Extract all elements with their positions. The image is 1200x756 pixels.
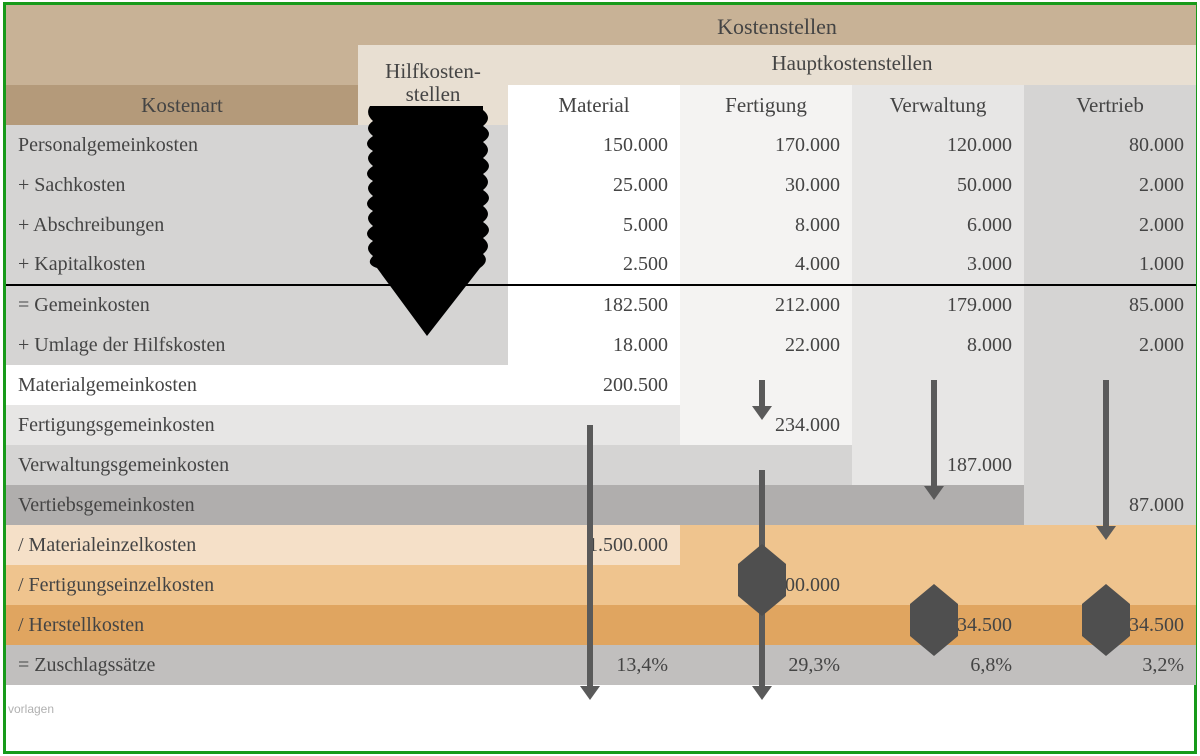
diamond-icon: [734, 544, 790, 616]
arrow-down-icon: [580, 425, 600, 700]
cell: 80.000: [1024, 125, 1196, 165]
col-fertigung: Fertigung: [680, 85, 852, 125]
hilf-cell: [358, 525, 508, 565]
row-label: + Kapitalkosten: [6, 245, 358, 285]
header-row-1: Kostenstellen: [6, 5, 1196, 45]
hilf-cell: [358, 405, 508, 445]
cell: 25.000: [508, 165, 680, 205]
cell: 85.000: [1024, 285, 1196, 325]
table-row: = Zuschlagssätze 13,4% 29,3% 6,8% 3,2%: [6, 645, 1196, 685]
row-label: Fertigungsgemeinkosten: [6, 405, 358, 445]
header-kostenstellen: Kostenstellen: [358, 5, 1196, 45]
blank-cell: [6, 45, 358, 85]
watermark: vorlagen: [8, 702, 54, 716]
hilf-cell: [358, 645, 508, 685]
row-label: + Umlage der Hilfskosten: [6, 325, 358, 365]
cell: 6.000: [852, 205, 1024, 245]
hilf-cell: [358, 565, 508, 605]
arrow-down-icon: [1096, 380, 1116, 540]
diamond-icon: [906, 584, 962, 656]
hilf-cell: [358, 605, 508, 645]
table-row: + Umlage der Hilfskosten 18.000 22.000 8…: [6, 325, 1196, 365]
col-material: Material: [508, 85, 680, 125]
arrow-down-icon: [752, 380, 772, 420]
row-label: = Zuschlagssätze: [6, 645, 358, 685]
cell: 200.500: [508, 365, 680, 405]
cell: 5.000: [508, 205, 680, 245]
header-hauptkostenstellen: Hauptkostenstellen: [508, 45, 1196, 85]
row-label: Verwaltungsgemeinkosten: [6, 445, 358, 485]
row-label: + Abschreibungen: [6, 205, 358, 245]
table-row: / Herstellkosten 2.734.500 2.734.500: [6, 605, 1196, 645]
row-label: = Gemeinkosten: [6, 285, 358, 325]
cell: 212.000: [680, 285, 852, 325]
col-vertrieb: Vertrieb: [1024, 85, 1196, 125]
table-row: + Sachkosten 25.000 30.000 50.000 2.000: [6, 165, 1196, 205]
header-row-3: Kostenart Material Fertigung Verwaltung …: [6, 85, 1196, 125]
row-label: Personalgemeinkosten: [6, 125, 358, 165]
cell: 4.000: [680, 245, 852, 285]
redacted-block-icon: [355, 106, 500, 336]
hilf-cell: [358, 365, 508, 405]
cell: 22.000: [680, 325, 852, 365]
hilf-line1: Hilfkosten-: [385, 59, 481, 83]
row-label: + Sachkosten: [6, 165, 358, 205]
cell: 50.000: [852, 165, 1024, 205]
header-row-2: Hilfkosten- stellen Hauptkostenstellen: [6, 45, 1196, 85]
cell: 150.000: [508, 125, 680, 165]
row-label: Materialgemeinkosten: [6, 365, 358, 405]
blank-cell: [6, 5, 358, 45]
table-row: Materialgemeinkosten 200.500: [6, 365, 1196, 405]
cell: 3.000: [852, 245, 1024, 285]
bab-table: Kostenstellen Hilfkosten- stellen Hauptk…: [6, 5, 1196, 685]
hilf-cell: [358, 445, 508, 485]
table-row: + Abschreibungen 5.000 8.000 6.000 2.000: [6, 205, 1196, 245]
cell: 2.000: [1024, 325, 1196, 365]
row-label: / Herstellkosten: [6, 605, 358, 645]
table-row: Verwaltungsgemeinkosten 187.000: [6, 445, 1196, 485]
cell: 179.000: [852, 285, 1024, 325]
hilf-line2: stellen: [406, 82, 461, 106]
col-verwaltung: Verwaltung: [852, 85, 1024, 125]
table-row: / Fertigungseinzelkosten 800.000: [6, 565, 1196, 605]
cell: 8.000: [852, 325, 1024, 365]
cell: 2.000: [1024, 205, 1196, 245]
cell: 8.000: [680, 205, 852, 245]
cell: 120.000: [852, 125, 1024, 165]
row-label: / Materialeinzelkosten: [6, 525, 358, 565]
table-row: = Gemeinkosten 182.500 212.000 179.000 8…: [6, 285, 1196, 325]
row-label: / Fertigungseinzelkosten: [6, 565, 358, 605]
table-row: Fertigungsgemeinkosten 234.000: [6, 405, 1196, 445]
cell: 1.000: [1024, 245, 1196, 285]
table-row: Vertiebsgemeinkosten 87.000: [6, 485, 1196, 525]
table-row: + Kapitalkosten 2.500 4.000 3.000 1.000: [6, 245, 1196, 285]
cell: 30.000: [680, 165, 852, 205]
cell: [852, 525, 1024, 565]
frame: Kostenstellen Hilfkosten- stellen Hauptk…: [3, 2, 1197, 754]
cell: 18.000: [508, 325, 680, 365]
cell: 182.500: [508, 285, 680, 325]
header-kostenart: Kostenart: [6, 85, 358, 125]
table-row: Personalgemeinkosten 150.000 170.000 120…: [6, 125, 1196, 165]
table-row: / Materialeinzelkosten 1.500.000: [6, 525, 1196, 565]
hilf-cell: [358, 485, 508, 525]
diamond-icon: [1078, 584, 1134, 656]
cell: 170.000: [680, 125, 852, 165]
cell: 2.000: [1024, 165, 1196, 205]
arrow-down-icon: [924, 380, 944, 500]
cell: 2.500: [508, 245, 680, 285]
row-label: Vertiebsgemeinkosten: [6, 485, 358, 525]
